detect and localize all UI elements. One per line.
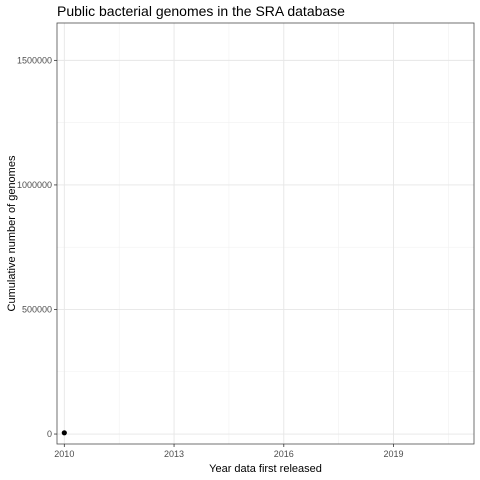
y-tick-label: 1500000 [17,55,52,65]
minor-gridlines [57,23,474,444]
data-point [61,430,67,436]
x-tick-label: 2019 [384,449,404,459]
x-axis-title: Year data first released [209,463,322,475]
x-axis-ticks: 2010 2013 2016 2019 [54,444,404,459]
x-tick-label: 2016 [274,449,294,459]
y-tick-label: 1000000 [17,180,52,190]
y-axis-title: Cumulative number of genomes [6,155,18,311]
x-tick-label: 2010 [54,449,74,459]
plot-panel [56,22,475,445]
chart-title: Public bacterial genomes in the SRA data… [57,3,345,19]
major-gridlines [57,23,474,444]
data-points [61,430,67,436]
y-tick-label: 0 [47,429,52,439]
x-tick-label: 2013 [164,449,184,459]
y-axis-ticks: 0 500000 1000000 1500000 [17,55,57,439]
y-tick-label: 500000 [22,304,52,314]
